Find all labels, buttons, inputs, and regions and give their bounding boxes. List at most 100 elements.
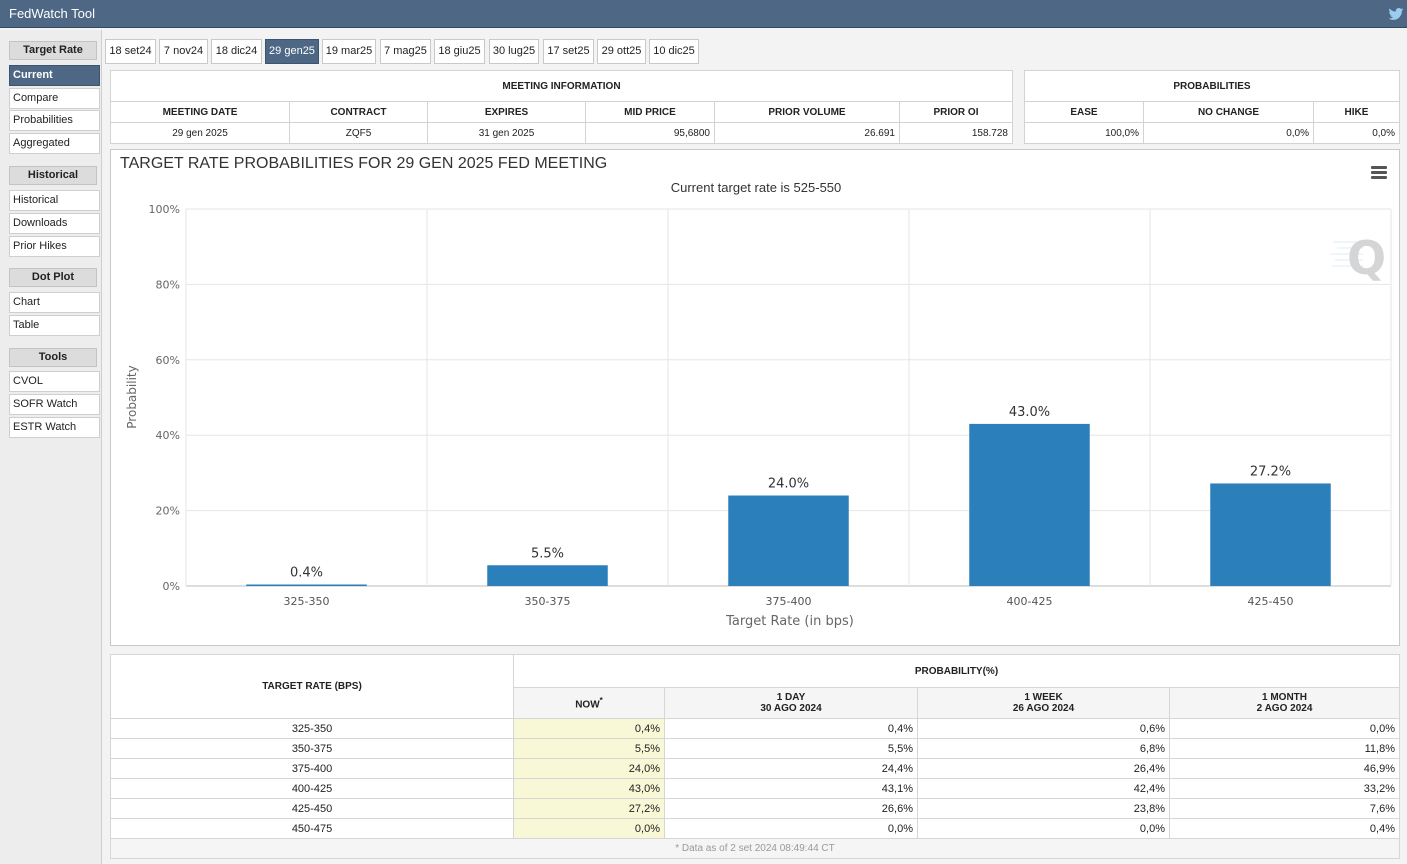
now-cell: 0,0% [513, 818, 665, 839]
col-ease: EASE [1024, 101, 1144, 123]
sidebar-item-aggregated[interactable]: Aggregated [9, 133, 100, 154]
chart-subtitle: Current target rate is 525-550 [670, 180, 842, 195]
data-label: 0.4% [290, 565, 323, 580]
twitter-icon[interactable] [1388, 6, 1404, 22]
sidebar-item-table[interactable]: Table [9, 315, 100, 336]
day-cell: 0,4% [664, 718, 918, 739]
rate-cell: 450-475 [110, 818, 514, 839]
now-cell: 0,4% [513, 718, 665, 739]
data-label: 5.5% [531, 546, 564, 561]
now-cell: 5,5% [513, 738, 665, 759]
x-tick-label: 425-450 [1248, 595, 1294, 608]
x-tick-label: 325-350 [284, 595, 330, 608]
day-cell: 5,5% [664, 738, 918, 759]
watermark-logo: Q [1330, 231, 1386, 285]
sidebar-header-dot-plot[interactable]: Dot Plot [9, 268, 97, 287]
sidebar: Target Rate Current Compare Probabilitie… [0, 30, 102, 864]
col-mid-price: MID PRICE [585, 101, 715, 123]
bar-325-350 [246, 584, 367, 586]
tab-10-dic25[interactable]: 10 dic25 [649, 39, 699, 64]
sidebar-item-estr-watch[interactable]: ESTR Watch [9, 417, 100, 438]
sidebar-item-compare[interactable]: Compare [9, 88, 100, 109]
day-cell: 43,1% [664, 778, 918, 799]
rate-cell: 400-425 [110, 778, 514, 799]
y-tick-label: 100% [149, 203, 180, 216]
y-tick-label: 0% [163, 580, 180, 593]
now-cell: 24,0% [513, 758, 665, 779]
table-row: 350-375 5,5% 5,5% 6,8% 11,8% [110, 738, 1400, 759]
col-target-rate: TARGET RATE (BPS) [110, 654, 514, 719]
no-change-value: 0,0% [1143, 122, 1314, 144]
probabilities-header: PROBABILITIES [1024, 70, 1400, 102]
col-no-change: NO CHANGE [1143, 101, 1314, 123]
probability-bar-chart: Q 0% 20% 40% 60% 80% 100% 0.4% 325-350 5.5% 350-3… [125, 203, 1392, 629]
col-1-month: 1 MONTH 2 AGO 2024 [1169, 687, 1400, 719]
table-row: 450-475 0,0% 0,0% 0,0% 0,4% [110, 818, 1400, 839]
week-cell: 42,4% [917, 778, 1170, 799]
week-cell: 0,0% [917, 818, 1170, 839]
contract-value: ZQF5 [289, 122, 428, 144]
col-prior-volume: PRIOR VOLUME [714, 101, 900, 123]
sidebar-header-historical[interactable]: Historical [9, 166, 97, 185]
now-cell: 27,2% [513, 798, 665, 819]
sidebar-header-tools[interactable]: Tools [9, 348, 97, 367]
y-axis-title: Probability [125, 365, 139, 428]
sidebar-item-downloads[interactable]: Downloads [9, 213, 100, 234]
mid-price-value: 95,6800 [585, 122, 715, 144]
month-cell: 0,4% [1169, 818, 1400, 839]
col-now: NOW* [513, 687, 665, 719]
tab-18-giu25[interactable]: 18 giu25 [434, 39, 485, 64]
expires-value: 31 gen 2025 [427, 122, 586, 144]
rate-cell: 325-350 [110, 718, 514, 739]
sidebar-item-prior-hikes[interactable]: Prior Hikes [9, 236, 100, 257]
meeting-date-value: 29 gen 2025 [110, 122, 290, 144]
y-tick-label: 40% [156, 429, 180, 442]
ease-value: 100,0% [1024, 122, 1144, 144]
sidebar-item-cvol[interactable]: CVOL [9, 371, 100, 392]
tab-7-nov24[interactable]: 7 nov24 [159, 39, 208, 64]
data-label: 43.0% [1009, 405, 1050, 420]
chart-title: TARGET RATE PROBABILITIES FOR 29 GEN 202… [120, 155, 608, 172]
tab-19-mar25[interactable]: 19 mar25 [322, 39, 376, 64]
y-tick-label: 60% [156, 354, 180, 367]
tab-30-lug25[interactable]: 30 lug25 [489, 39, 539, 64]
rate-cell: 350-375 [110, 738, 514, 759]
month-cell: 11,8% [1169, 738, 1400, 759]
tab-29-ott25[interactable]: 29 ott25 [597, 39, 646, 64]
tab-18-set24[interactable]: 18 set24 [105, 39, 156, 64]
col-hike: HIKE [1313, 101, 1400, 123]
month-cell: 7,6% [1169, 798, 1400, 819]
probability-table: TARGET RATE (BPS) PROBABILITY(%) NOW* 1 … [110, 654, 1400, 859]
meeting-information-table: MEETING INFORMATION MEETING DATE CONTRAC… [110, 70, 1013, 144]
bar-425-450 [1210, 483, 1331, 586]
week-cell: 26,4% [917, 758, 1170, 779]
data-label: 27.2% [1250, 464, 1291, 479]
x-axis-title: Target Rate (in bps) [725, 614, 854, 629]
week-cell: 23,8% [917, 798, 1170, 819]
tab-29-gen25[interactable]: 29 gen25 [265, 39, 319, 64]
tab-17-set25[interactable]: 17 set25 [543, 39, 594, 64]
sidebar-item-probabilities[interactable]: Probabilities [9, 110, 100, 131]
day-cell: 0,0% [664, 818, 918, 839]
sidebar-item-chart[interactable]: Chart [9, 292, 100, 313]
app-title: FedWatch Tool [9, 6, 95, 21]
col-1-day: 1 DAY 30 AGO 2024 [664, 687, 918, 719]
sidebar-item-historical[interactable]: Historical [9, 190, 100, 211]
bar-350-375 [487, 565, 608, 586]
sidebar-header-target-rate[interactable]: Target Rate [9, 41, 97, 60]
tab-7-mag25[interactable]: 7 mag25 [380, 39, 431, 64]
week-cell: 0,6% [917, 718, 1170, 739]
sidebar-item-current[interactable]: Current [9, 65, 100, 86]
month-cell: 33,2% [1169, 778, 1400, 799]
probability-chart-panel: TARGET RATE PROBABILITIES FOR 29 GEN 202… [110, 149, 1400, 646]
bar-400-425 [969, 423, 1090, 586]
prior-volume-value: 26.691 [714, 122, 900, 144]
chart-menu-icon[interactable] [1371, 166, 1387, 180]
table-row: 375-400 24,0% 24,4% 26,4% 46,9% [110, 758, 1400, 779]
tab-18-dic24[interactable]: 18 dic24 [211, 39, 262, 64]
y-tick-label: 80% [156, 278, 180, 291]
table-row: 325-350 0,4% 0,4% 0,6% 0,0% [110, 718, 1400, 739]
sidebar-item-sofr-watch[interactable]: SOFR Watch [9, 394, 100, 415]
week-cell: 6,8% [917, 738, 1170, 759]
bar-375-400 [728, 495, 849, 586]
